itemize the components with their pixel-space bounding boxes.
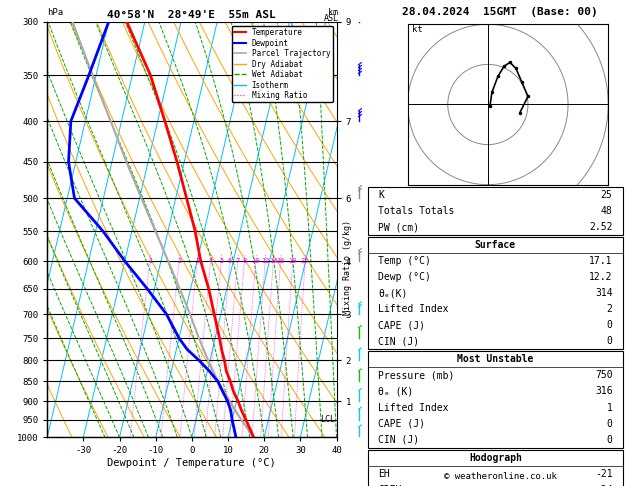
Text: 2: 2 bbox=[606, 304, 613, 314]
Text: 5: 5 bbox=[219, 258, 223, 264]
Text: 0: 0 bbox=[606, 434, 613, 445]
Text: CIN (J): CIN (J) bbox=[378, 434, 420, 445]
Text: Hodograph: Hodograph bbox=[469, 452, 522, 463]
Text: 17.1: 17.1 bbox=[589, 256, 613, 266]
Text: 314: 314 bbox=[595, 288, 613, 298]
Text: 1: 1 bbox=[148, 258, 152, 264]
Text: PW (cm): PW (cm) bbox=[378, 222, 420, 232]
Text: SREH: SREH bbox=[378, 485, 402, 486]
Text: θₑ (K): θₑ (K) bbox=[378, 386, 413, 397]
Text: 6: 6 bbox=[228, 258, 232, 264]
Text: 12: 12 bbox=[261, 258, 270, 264]
Text: 28.04.2024  15GMT  (Base: 00): 28.04.2024 15GMT (Base: 00) bbox=[402, 7, 598, 17]
Text: 20: 20 bbox=[289, 258, 297, 264]
Text: Lifted Index: Lifted Index bbox=[378, 402, 448, 413]
Text: kt: kt bbox=[412, 25, 423, 35]
Text: 48: 48 bbox=[601, 206, 613, 216]
Text: Pressure (mb): Pressure (mb) bbox=[378, 370, 455, 381]
Text: Totals Totals: Totals Totals bbox=[378, 206, 455, 216]
Legend: Temperature, Dewpoint, Parcel Trajectory, Dry Adiabat, Wet Adiabat, Isotherm, Mi: Temperature, Dewpoint, Parcel Trajectory… bbox=[232, 26, 333, 103]
Text: 750: 750 bbox=[595, 370, 613, 381]
Text: 0: 0 bbox=[606, 320, 613, 330]
Text: LCL: LCL bbox=[320, 415, 335, 424]
Text: -21: -21 bbox=[595, 469, 613, 479]
Text: Mixing Ratio (g/kg): Mixing Ratio (g/kg) bbox=[343, 220, 352, 315]
Text: Surface: Surface bbox=[475, 240, 516, 250]
Text: Lifted Index: Lifted Index bbox=[378, 304, 448, 314]
Text: CAPE (J): CAPE (J) bbox=[378, 320, 425, 330]
Text: 7: 7 bbox=[236, 258, 240, 264]
Text: 4: 4 bbox=[208, 258, 213, 264]
X-axis label: Dewpoint / Temperature (°C): Dewpoint / Temperature (°C) bbox=[108, 458, 276, 468]
Text: 10: 10 bbox=[252, 258, 260, 264]
Text: 25: 25 bbox=[601, 190, 613, 200]
Text: K: K bbox=[378, 190, 384, 200]
Text: Dewp (°C): Dewp (°C) bbox=[378, 272, 431, 282]
Text: km: km bbox=[328, 8, 338, 17]
Text: -24: -24 bbox=[595, 485, 613, 486]
Text: 2: 2 bbox=[177, 258, 181, 264]
Text: CAPE (J): CAPE (J) bbox=[378, 418, 425, 429]
Text: Most Unstable: Most Unstable bbox=[457, 354, 533, 364]
Text: CIN (J): CIN (J) bbox=[378, 336, 420, 347]
Text: 2.52: 2.52 bbox=[589, 222, 613, 232]
Text: 25: 25 bbox=[301, 258, 309, 264]
Text: 0: 0 bbox=[606, 336, 613, 347]
Text: 0: 0 bbox=[606, 418, 613, 429]
Title: 40°58'N  28°49'E  55m ASL: 40°58'N 28°49'E 55m ASL bbox=[108, 10, 276, 20]
Text: ASL: ASL bbox=[323, 14, 338, 23]
Text: Temp (°C): Temp (°C) bbox=[378, 256, 431, 266]
Text: 3: 3 bbox=[195, 258, 199, 264]
Text: 16: 16 bbox=[276, 258, 285, 264]
Text: 1: 1 bbox=[606, 402, 613, 413]
Text: 14: 14 bbox=[269, 258, 277, 264]
Text: hPa: hPa bbox=[47, 8, 64, 17]
Text: 8: 8 bbox=[242, 258, 247, 264]
Text: θₑ(K): θₑ(K) bbox=[378, 288, 408, 298]
Text: EH: EH bbox=[378, 469, 390, 479]
Text: 316: 316 bbox=[595, 386, 613, 397]
Text: 12.2: 12.2 bbox=[589, 272, 613, 282]
Text: © weatheronline.co.uk: © weatheronline.co.uk bbox=[443, 472, 557, 481]
